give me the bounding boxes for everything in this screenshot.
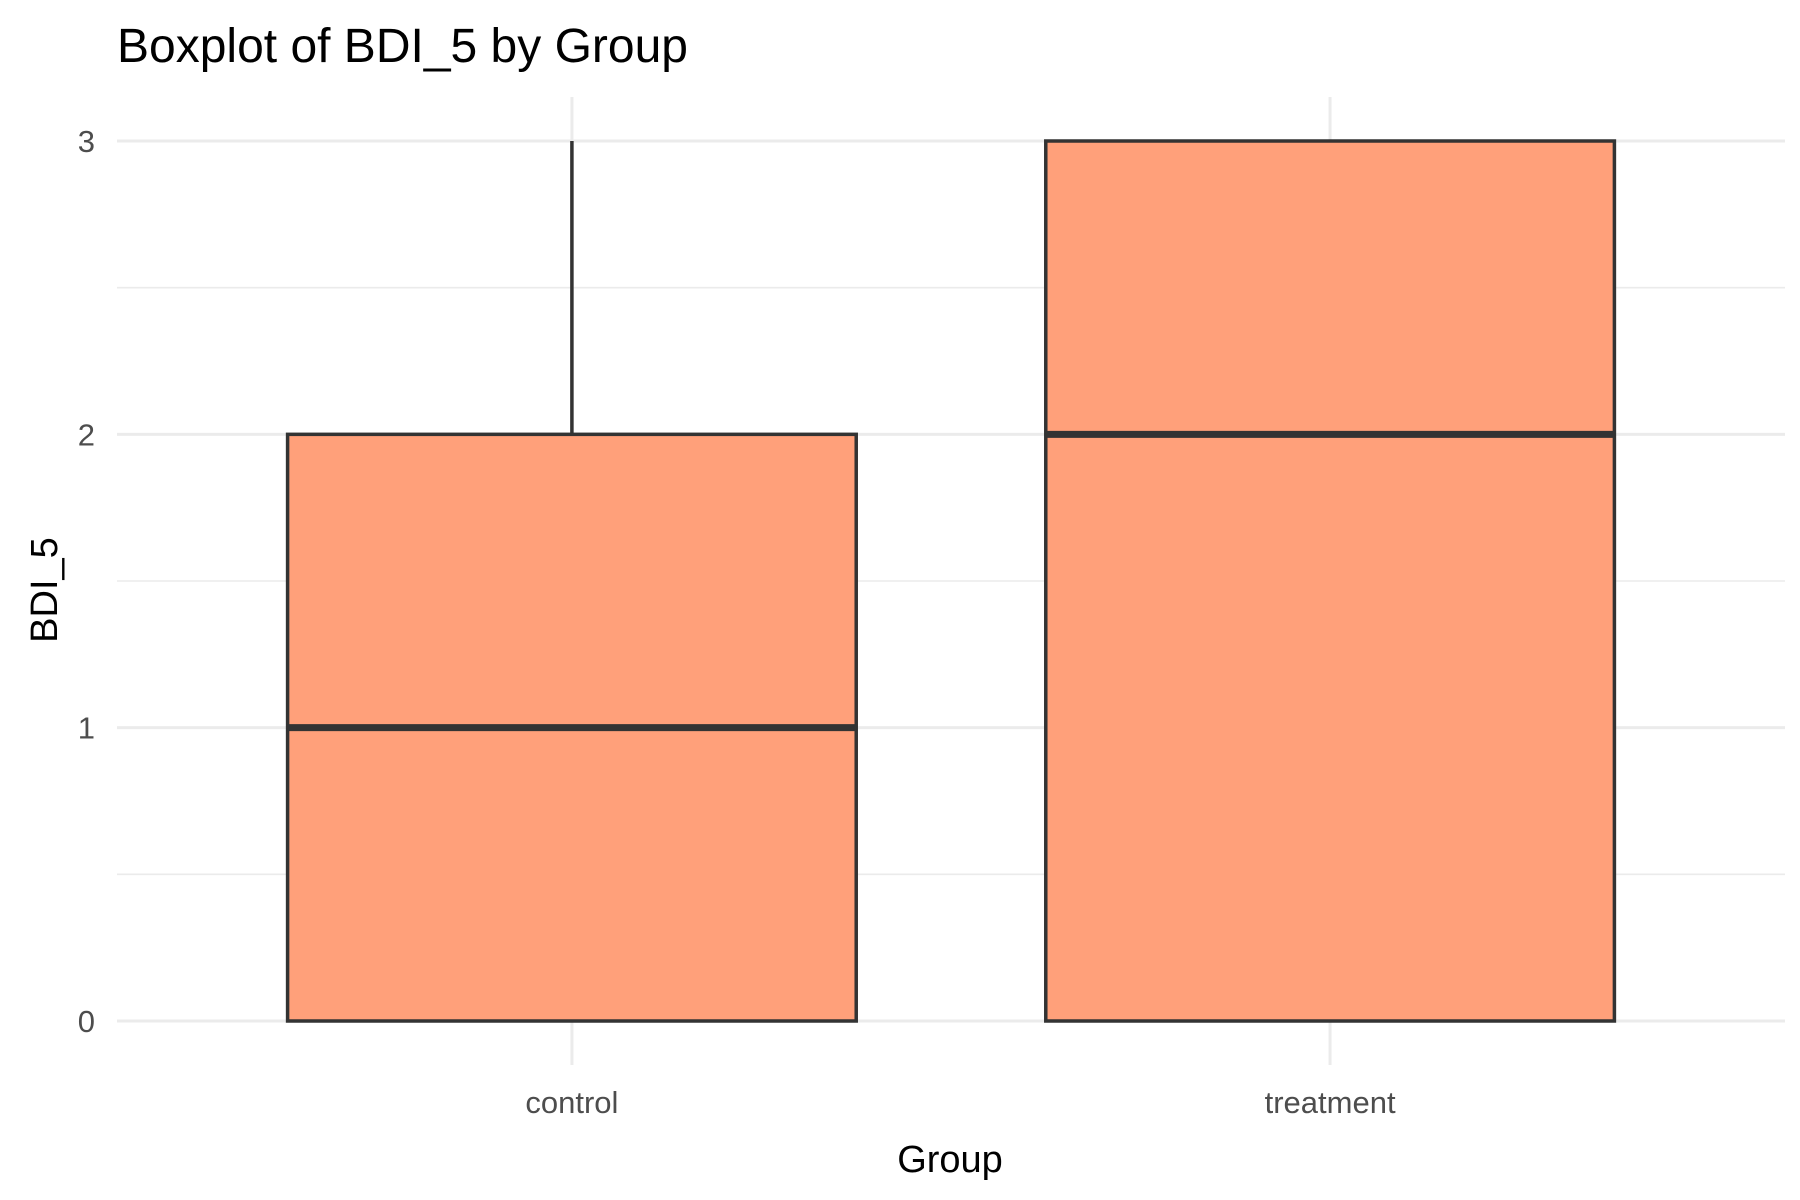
y-tick-labels: 0 1 2 3 [78, 124, 95, 1039]
x-tick-labels: control treatment [525, 1085, 1396, 1120]
box-control [285, 141, 858, 1023]
y-axis-title: BDI_5 [24, 537, 66, 643]
x-tick-label: control [525, 1085, 618, 1120]
y-tick-label: 3 [78, 124, 95, 159]
box-body [1044, 139, 1617, 1023]
y-tick-label: 1 [78, 711, 95, 746]
y-tick-label: 2 [78, 417, 95, 452]
y-tick-label: 0 [78, 1004, 95, 1039]
x-tick-label: treatment [1265, 1085, 1396, 1120]
x-axis-title: Group [897, 1139, 1003, 1181]
box-layer [285, 139, 1617, 1023]
chart-title: Boxplot of BDI_5 by Group [117, 20, 688, 73]
box-treatment [1044, 139, 1617, 1023]
